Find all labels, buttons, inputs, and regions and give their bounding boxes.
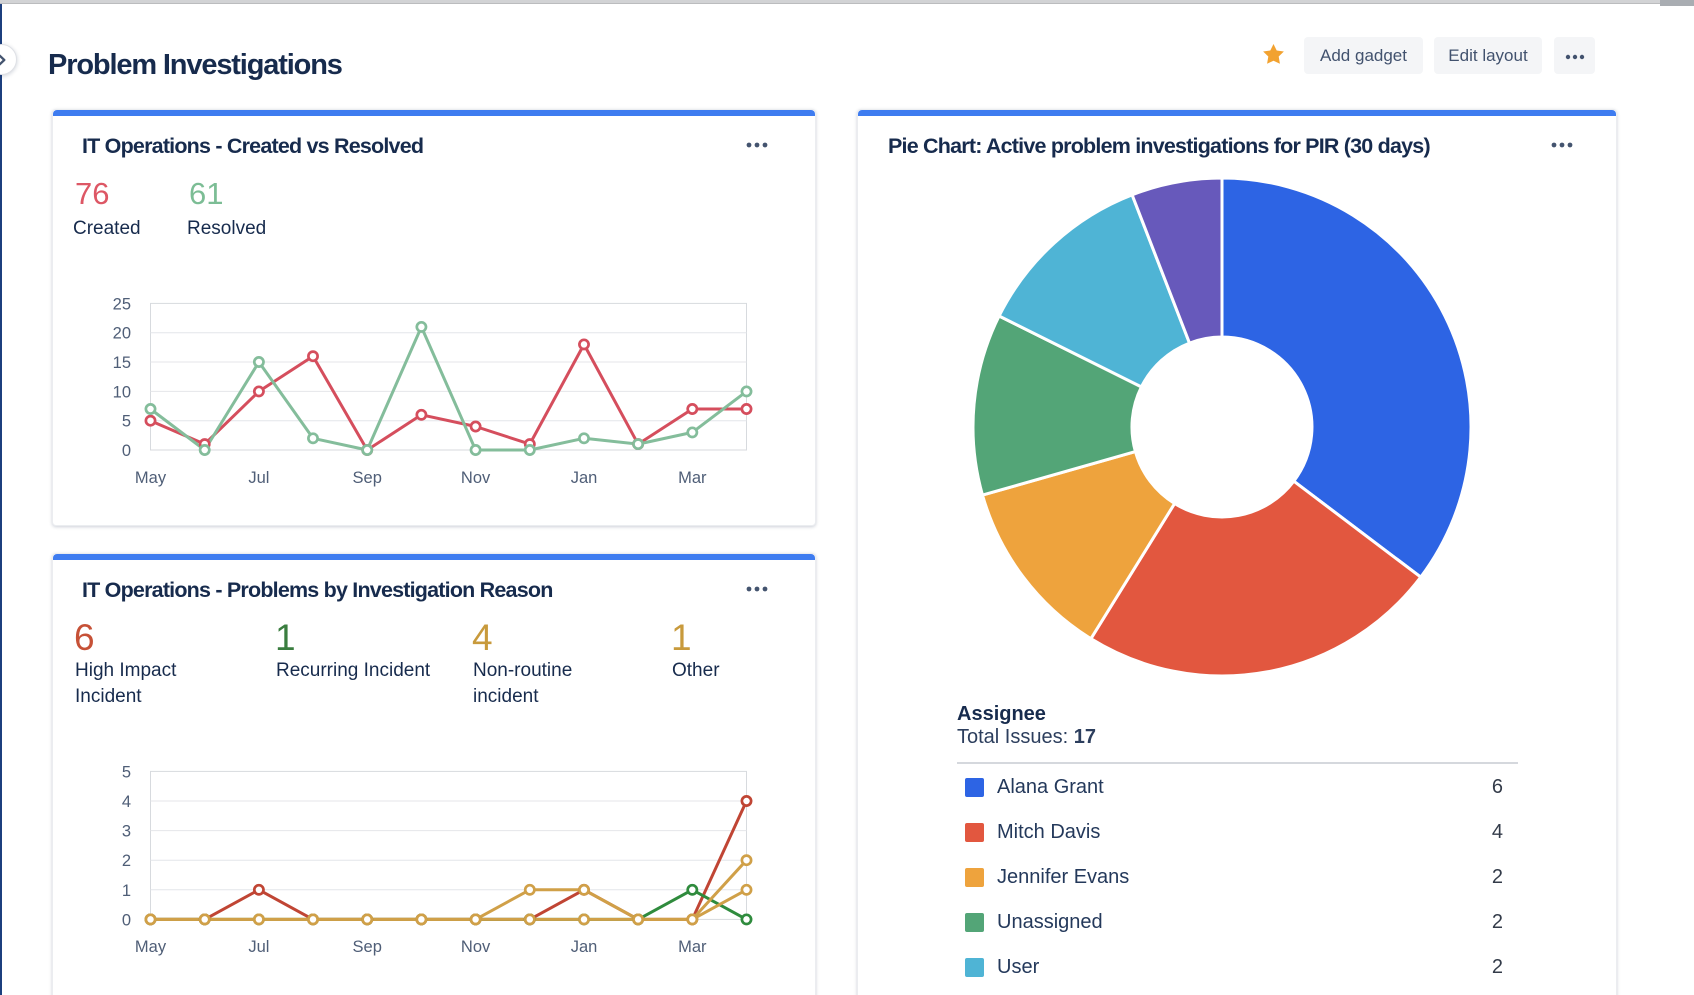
svg-text:15: 15 [113,354,131,372]
svg-text:0: 0 [122,911,131,929]
svg-text:5: 5 [122,763,131,781]
svg-text:Jan: Jan [571,469,598,487]
svg-text:4: 4 [122,793,131,811]
svg-text:0: 0 [122,442,131,460]
svg-text:Sep: Sep [353,938,382,956]
svg-text:Nov: Nov [461,938,491,956]
svg-text:Sep: Sep [353,469,382,487]
svg-text:May: May [135,938,167,956]
svg-text:Mar: Mar [678,469,707,487]
svg-text:Jul: Jul [248,469,269,487]
svg-text:10: 10 [113,383,131,401]
svg-text:Mar: Mar [678,938,707,956]
svg-text:Jan: Jan [571,938,598,956]
svg-text:3: 3 [122,823,131,841]
svg-text:5: 5 [122,413,131,431]
svg-text:2: 2 [122,852,131,870]
svg-text:Nov: Nov [461,469,491,487]
svg-text:Jul: Jul [248,938,269,956]
svg-text:May: May [135,469,167,487]
svg-text:20: 20 [113,325,131,343]
svg-text:1: 1 [122,882,131,900]
svg-text:25: 25 [113,295,131,313]
